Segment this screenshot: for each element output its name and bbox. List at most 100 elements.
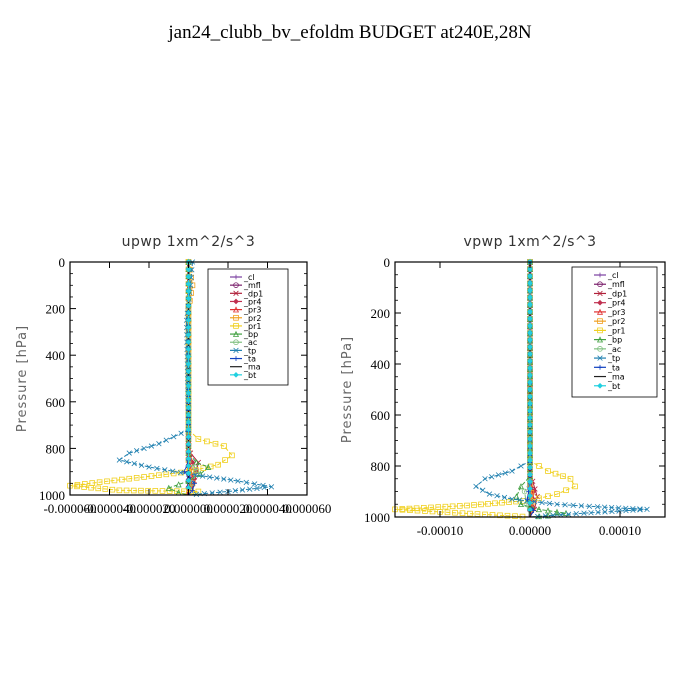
series-marker xyxy=(527,393,533,400)
legend-marker xyxy=(233,372,239,378)
series-marker xyxy=(185,477,192,484)
series-marker xyxy=(126,450,132,456)
series-marker xyxy=(185,346,192,353)
series-marker xyxy=(630,505,636,512)
series-marker xyxy=(407,507,413,513)
legend-label: _pr2 xyxy=(243,314,261,323)
series-marker xyxy=(185,281,192,287)
series-marker xyxy=(506,499,512,505)
series-marker xyxy=(217,489,223,495)
series-marker xyxy=(178,469,184,476)
series-marker xyxy=(95,485,102,492)
series-marker xyxy=(513,493,520,500)
series-marker xyxy=(96,479,103,485)
legend-marker xyxy=(597,281,603,288)
series-marker xyxy=(185,302,192,309)
series-marker xyxy=(229,452,235,459)
series-marker xyxy=(185,448,192,455)
series-marker xyxy=(146,464,152,470)
legend-marker xyxy=(233,323,239,329)
series-marker xyxy=(254,485,260,492)
series-marker xyxy=(527,379,533,386)
series-marker xyxy=(420,505,427,511)
series-marker xyxy=(104,478,110,485)
legend-marker xyxy=(597,364,603,370)
series-line-tp xyxy=(475,262,648,518)
series-marker xyxy=(578,503,584,509)
series-marker xyxy=(428,504,434,511)
series-marker xyxy=(185,463,192,469)
series-marker xyxy=(414,507,421,514)
legend-marker xyxy=(597,382,603,389)
legend-label: _pr4 xyxy=(607,299,625,308)
series-marker xyxy=(221,443,227,449)
legend-marker xyxy=(233,339,239,346)
series-marker xyxy=(609,508,615,515)
series-marker xyxy=(185,295,192,302)
series-marker xyxy=(552,470,559,477)
series-marker xyxy=(527,322,533,329)
series-marker xyxy=(553,508,561,515)
series-marker xyxy=(190,487,195,493)
series-marker xyxy=(554,491,560,497)
series-marker xyxy=(616,508,622,514)
series-marker xyxy=(527,301,533,308)
series-marker xyxy=(527,464,533,471)
series-marker xyxy=(464,502,470,509)
series-marker xyxy=(182,469,187,475)
legend-label: _dp1 xyxy=(243,289,263,298)
series-marker xyxy=(539,499,545,506)
series-marker xyxy=(494,493,500,499)
y-tick-label: 600 xyxy=(371,408,391,423)
series-marker xyxy=(536,495,542,502)
series-marker xyxy=(214,475,220,481)
series-marker xyxy=(644,506,650,513)
series-marker xyxy=(162,467,168,473)
series-marker xyxy=(546,500,553,507)
series-marker xyxy=(504,512,511,519)
y-tick-label: 1000 xyxy=(364,510,390,525)
series-marker xyxy=(163,437,169,443)
y-tick-label: 400 xyxy=(371,357,391,372)
legend-label: _mfl xyxy=(607,280,625,289)
y-tick-label: 800 xyxy=(371,459,391,474)
series-marker xyxy=(119,476,125,483)
y-tick-label: 800 xyxy=(46,441,66,456)
series-marker xyxy=(185,353,192,360)
series-marker xyxy=(185,375,192,382)
series-marker xyxy=(527,337,533,343)
chart-panel-2: vpwp 1xm^2/s^3 Pressure [hPa] 0 200 400 600 80… xyxy=(340,234,666,538)
series-marker xyxy=(452,509,458,516)
series-line-bp xyxy=(515,262,567,518)
series-marker xyxy=(485,501,491,507)
series-marker xyxy=(185,361,192,367)
series-marker xyxy=(185,404,192,411)
y-tick-label: 200 xyxy=(46,302,66,317)
series-marker xyxy=(637,507,643,513)
series-marker xyxy=(159,488,166,494)
legend-label: _ta xyxy=(243,355,256,364)
series-marker xyxy=(185,433,192,440)
series-marker xyxy=(594,504,601,510)
series-marker xyxy=(200,465,207,472)
series-marker xyxy=(148,443,155,449)
legend-marker xyxy=(597,272,603,278)
x-tick-label: -0.000060 xyxy=(43,501,96,516)
series-marker xyxy=(527,294,533,301)
legend-marker xyxy=(233,282,239,288)
series-marker xyxy=(499,499,505,506)
series-marker xyxy=(586,503,593,509)
series-marker xyxy=(567,475,574,482)
series-marker xyxy=(195,436,202,442)
series-marker xyxy=(456,503,463,509)
legend-marker xyxy=(597,355,603,361)
series-marker xyxy=(560,473,566,479)
series-marker xyxy=(192,472,199,478)
series-marker xyxy=(563,487,569,494)
x-tick-label: 0.00000 xyxy=(509,523,551,538)
legend-label: _ma xyxy=(243,363,261,372)
series-marker xyxy=(536,463,542,469)
series-marker xyxy=(243,479,249,486)
y-tick-label: 400 xyxy=(46,348,66,363)
series-marker xyxy=(185,324,192,331)
